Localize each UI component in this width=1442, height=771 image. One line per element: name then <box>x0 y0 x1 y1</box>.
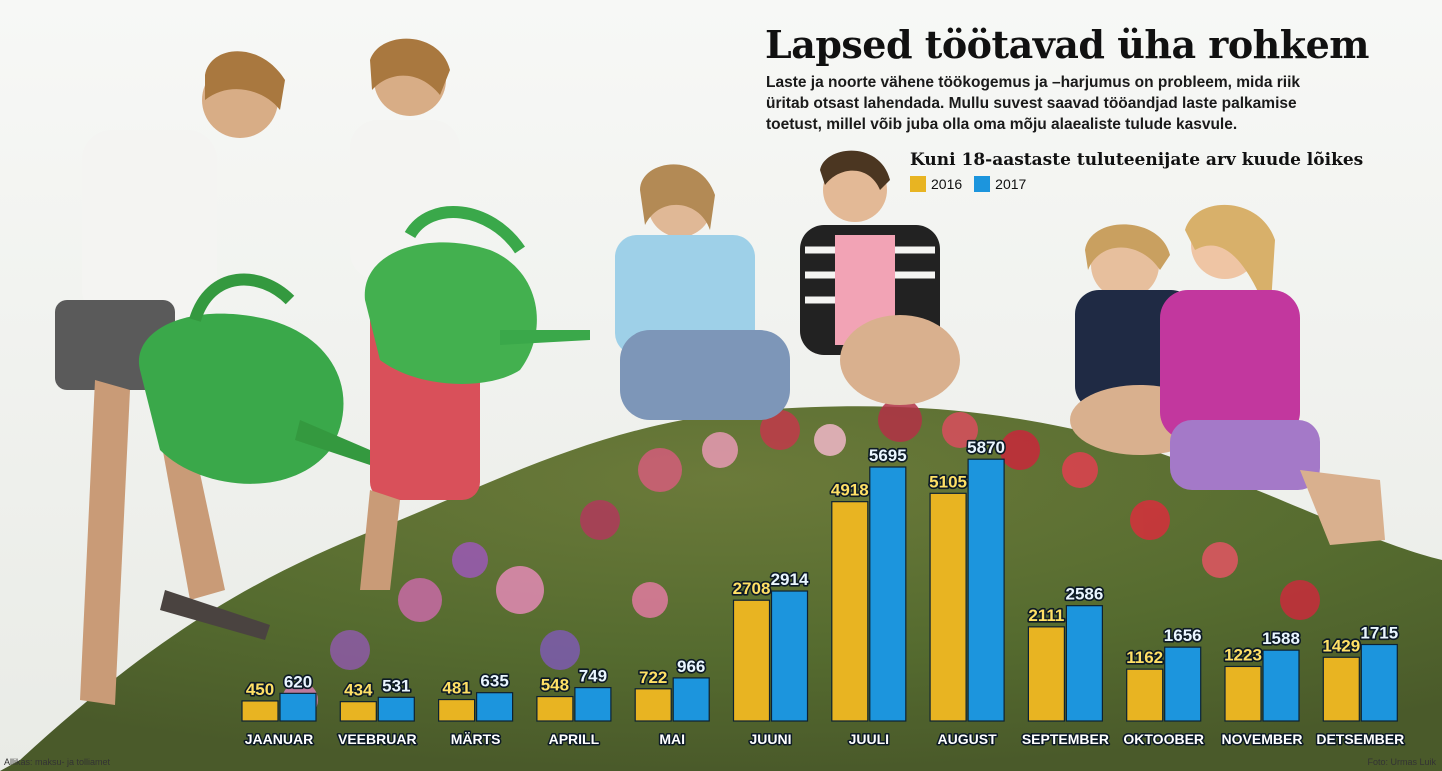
bar-2016-aprill <box>536 695 574 722</box>
bar-2017-september <box>1065 605 1104 722</box>
bar-2017-november <box>1262 649 1300 722</box>
bar-2016-veebruar <box>339 701 377 722</box>
bar-2016-november <box>1224 665 1262 722</box>
photo-credit: Foto: Urmas Luik <box>1367 757 1436 767</box>
data-label-2016-november: 1223 <box>1224 645 1262 664</box>
category-label-jaanuar: JAANUAR <box>245 731 313 747</box>
legend-label-2016: 2016 <box>931 176 963 192</box>
category-label-märts: MÄRTS <box>451 731 501 747</box>
category-label-august: AUGUST <box>938 731 998 747</box>
data-label-2017-aprill: 749 <box>579 667 607 686</box>
data-label-2016-märts: 481 <box>442 679 470 698</box>
bar-2016-juuli <box>831 501 869 722</box>
data-label-2017-september: 2586 <box>1065 585 1103 604</box>
category-label-november: NOVEMBER <box>1222 731 1303 747</box>
bar-2017-juuli <box>869 466 907 722</box>
data-label-2017-juuni: 2914 <box>771 570 809 589</box>
legend-item-2016: 2016 <box>910 176 962 192</box>
intro-text: Laste ja noorte vähene töökogemus ja –ha… <box>766 74 1301 133</box>
bar-2016-august <box>929 492 967 722</box>
data-label-2016-juuni: 2708 <box>733 579 771 598</box>
data-label-2017-mai: 966 <box>677 657 705 676</box>
data-label-2016-detsember: 1429 <box>1322 636 1360 655</box>
category-label-aprill: APRILL <box>549 731 600 747</box>
data-label-2016-august: 5105 <box>929 472 967 491</box>
data-label-2017-oktoober: 1656 <box>1164 626 1202 645</box>
data-label-2017-detsember: 1715 <box>1360 624 1398 643</box>
data-label-2016-juuli: 4918 <box>831 481 869 500</box>
data-label-2017-august: 5870 <box>967 438 1005 457</box>
category-label-september: SEPTEMBER <box>1022 731 1109 747</box>
data-label-2016-aprill: 548 <box>541 676 569 695</box>
category-label-oktoober: OKTOOBER <box>1123 731 1204 747</box>
legend-label-2017: 2017 <box>995 176 1027 192</box>
legend-swatch-2016 <box>910 176 926 192</box>
bar-2017-jaanuar <box>279 692 317 722</box>
bar-2017-aprill <box>574 686 612 722</box>
page-title: Lapsed töötavad üha rohkem <box>765 22 1370 67</box>
bar-2017-veebruar <box>377 696 415 722</box>
bar-2017-märts <box>476 692 514 722</box>
category-label-veebruar: VEEBRUAR <box>338 731 417 747</box>
data-label-2016-jaanuar: 450 <box>246 680 274 699</box>
bar-2016-september <box>1027 626 1066 722</box>
bar-2016-märts <box>438 698 476 722</box>
bar-2016-detsember <box>1322 656 1360 722</box>
data-label-2017-märts: 635 <box>480 672 508 691</box>
bar-2016-mai <box>634 688 672 722</box>
bar-2017-august <box>967 458 1005 722</box>
data-label-2016-mai: 722 <box>639 668 667 687</box>
bar-2017-mai <box>672 677 710 722</box>
category-label-detsember: DETSEMBER <box>1316 731 1404 747</box>
source-note: Allikas: maksu- ja tolliamet <box>4 757 111 767</box>
bar-2017-detsember <box>1360 643 1398 722</box>
data-label-2016-september: 2111 <box>1028 606 1064 625</box>
legend-item-2017: 2017 <box>974 176 1026 192</box>
bar-2017-juuni <box>770 590 809 722</box>
chart-title: Kuni 18-aastaste tuluteenijate arv kuude… <box>910 150 1364 170</box>
category-label-juuni: JUUNI <box>749 731 791 747</box>
data-label-2017-jaanuar: 620 <box>284 672 312 691</box>
category-label-juuli: JUULI <box>849 731 889 747</box>
data-label-2016-oktoober: 1162 <box>1126 648 1163 667</box>
data-label-2017-veebruar: 531 <box>382 676 410 695</box>
bar-2016-jaanuar <box>241 700 279 722</box>
bar-2016-juuni <box>732 599 771 722</box>
legend-swatch-2017 <box>974 176 991 192</box>
legend: 2016 2017 <box>910 176 1038 192</box>
data-label-2016-veebruar: 434 <box>344 681 373 700</box>
data-label-2017-november: 1588 <box>1262 629 1300 648</box>
category-label-mai: MAI <box>659 731 685 747</box>
data-label-2017-juuli: 5695 <box>869 446 907 465</box>
bar-2016-oktoober <box>1126 668 1164 722</box>
bar-2017-oktoober <box>1164 646 1202 722</box>
